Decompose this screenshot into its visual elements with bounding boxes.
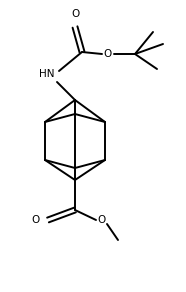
Text: O: O — [32, 215, 40, 225]
Text: O: O — [104, 49, 112, 59]
Text: O: O — [98, 215, 106, 225]
Text: O: O — [71, 9, 79, 19]
Text: HN: HN — [39, 69, 55, 79]
